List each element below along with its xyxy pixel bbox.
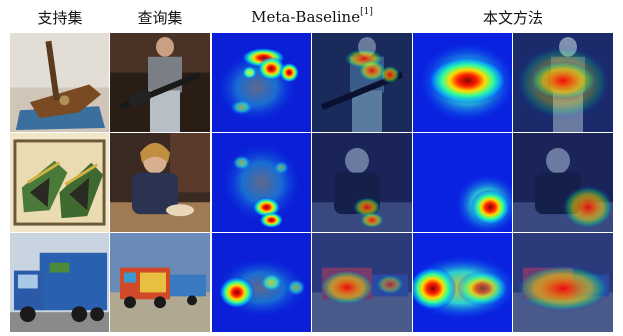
row1-ours-heatmap [413, 33, 512, 132]
row2-support-image [10, 133, 109, 232]
row2-baseline-overlay [312, 133, 412, 232]
row2-baseline-heatmap [212, 133, 311, 232]
header-query-set: 查询集 [110, 4, 210, 30]
row1-baseline-overlay [312, 33, 412, 132]
row1-query-image [110, 33, 210, 132]
row1-ours-overlay [513, 33, 613, 132]
row3-query-image [110, 233, 210, 332]
header-baseline: Meta-Baseline [1] [212, 4, 412, 30]
row3-ours-heatmap [413, 233, 512, 332]
row1-baseline-heatmap [212, 33, 311, 132]
row2-ours-overlay [513, 133, 613, 232]
header-baseline-ref: [1] [360, 7, 373, 17]
header-support-set: 支持集 [10, 4, 110, 30]
row1-support-image [10, 33, 109, 132]
row2-query-image [110, 133, 210, 232]
header-support-label: 支持集 [37, 8, 83, 27]
header-ours: 本文方法 [413, 4, 613, 30]
header-baseline-label: Meta-Baseline [251, 8, 361, 26]
row3-support-image [10, 233, 109, 332]
header-ours-label: 本文方法 [482, 8, 543, 27]
row2-ours-heatmap [413, 133, 512, 232]
row3-baseline-heatmap [212, 233, 311, 332]
row3-baseline-overlay [312, 233, 412, 332]
header-query-label: 查询集 [137, 8, 183, 27]
row3-ours-overlay [513, 233, 613, 332]
